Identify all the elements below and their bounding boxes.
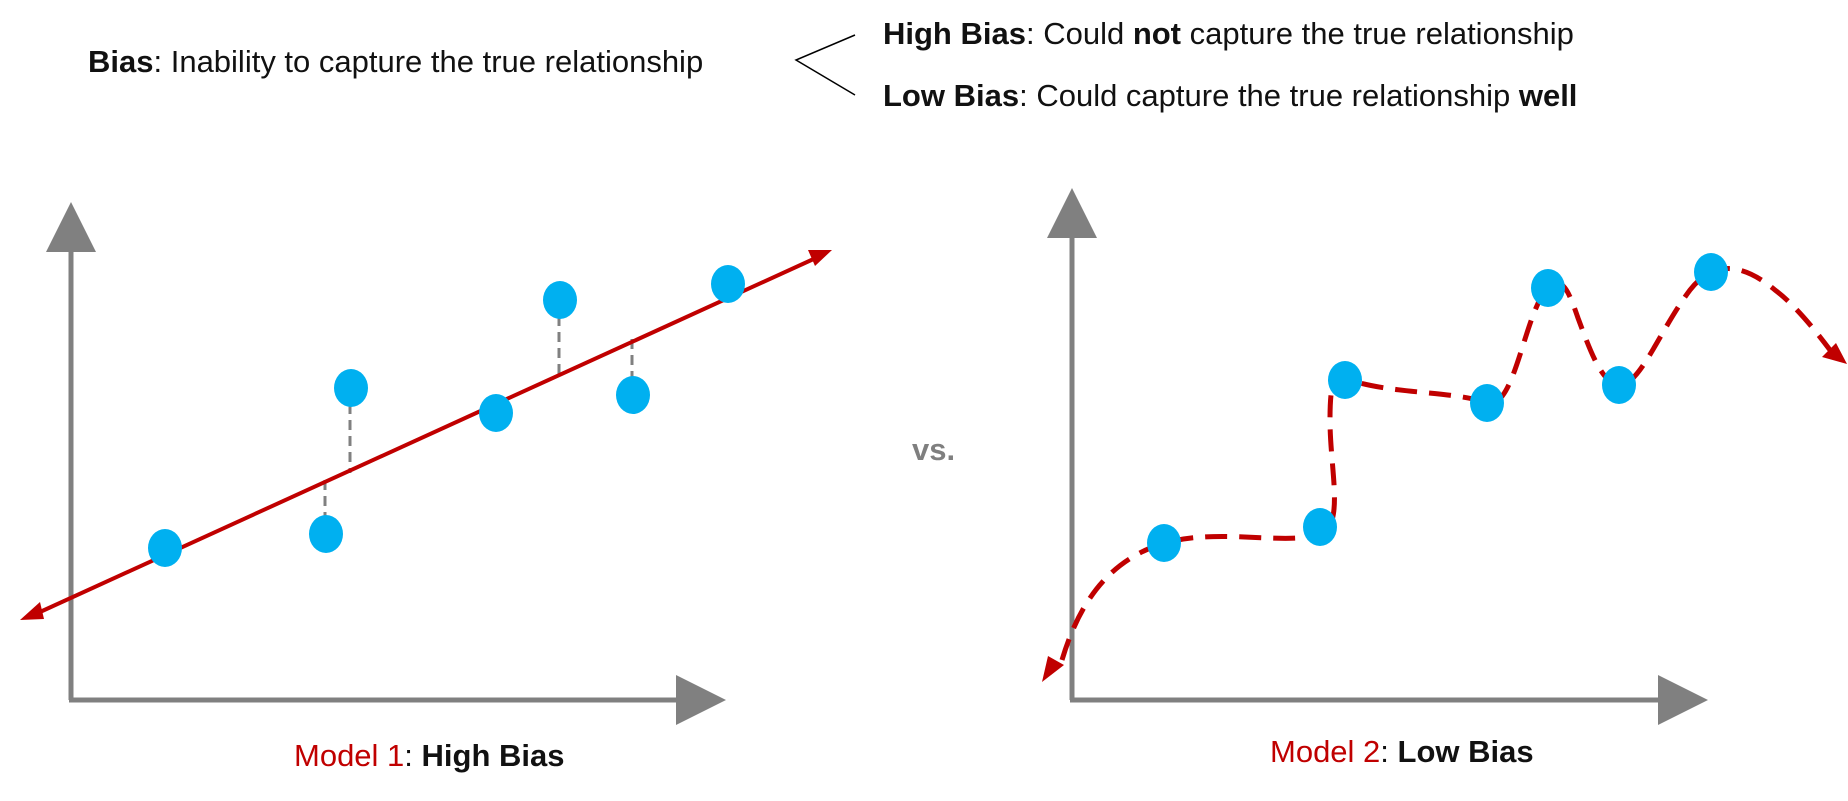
model1-data-point [616,376,650,414]
model1-data-point [711,265,745,303]
model1-verdict: High Bias [421,738,565,773]
model1-data-point [543,281,577,319]
vs-label: vs. [912,432,956,467]
model2-data-point [1602,366,1636,404]
model2-verdict: Low Bias [1397,734,1534,769]
model2-fit-arrowhead [1822,343,1847,364]
model2-data-point [1470,384,1504,422]
low-bias-pre: : Could capture the true relationship [1019,78,1519,113]
model2-data-point [1147,524,1181,562]
model1-data-point [334,369,368,407]
high-bias-pre: : Could [1025,16,1133,51]
high-bias-description: High Bias: Could not capture the true re… [883,18,1574,49]
bias-term: Bias [88,44,154,79]
model2-fit-arrowhead [1042,656,1064,682]
model1-data-point [309,515,343,553]
model2-data-point [1531,269,1565,307]
low-bias-description: Low Bias: Could capture the true relatio… [883,80,1577,111]
model1-name: Model 1 [294,738,405,773]
model2-data-point [1303,508,1337,546]
model2-name: Model 2 [1270,734,1381,769]
high-bias-emph: not [1132,16,1182,51]
low-bias-term: Low Bias [883,78,1020,113]
model1-fit-arrowhead [808,250,832,266]
high-bias-term: High Bias [883,16,1026,51]
model1-data-point [148,529,182,567]
model2-caption: Model 2: Low Bias [1270,736,1534,767]
model1-caption: Model 1: High Bias [294,740,565,771]
model2-data-point [1328,361,1362,399]
model1-fit-arrowhead [20,602,44,620]
model2-fit-curve [1059,266,1832,661]
model2-data-point [1694,253,1728,291]
model1-sep: : [404,738,422,773]
bias-definition-text: : Inability to capture the true relation… [153,44,704,79]
model1-data-point [479,394,513,432]
model2-sep: : [1380,734,1398,769]
bias-definition: Bias: Inability to capture the true rela… [88,46,703,77]
low-bias-emph: well [1518,78,1578,113]
bracket-connector [794,34,856,96]
high-bias-post: capture the true relationship [1181,16,1574,51]
